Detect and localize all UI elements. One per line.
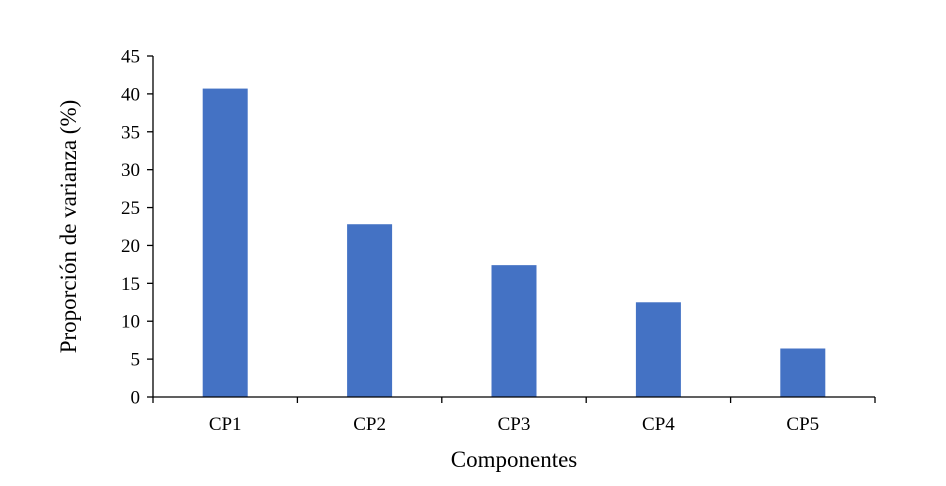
y-tick-label: 30 [121,160,140,181]
y-tick-label: 45 [121,47,140,68]
x-tick-label: CP3 [498,414,531,435]
y-tick-label: 0 [131,388,141,409]
y-tick-label: 10 [121,312,140,333]
bar-cp1 [202,88,248,397]
bar-cp3 [491,265,537,397]
x-axis-ticks: CP1 CP2 CP3 CP4 CP5 [152,397,876,435]
bar-cp4 [635,302,681,397]
y-tick-label: 40 [121,84,140,105]
y-axis-ticks: 0 5 10 15 20 25 30 35 40 45 [121,47,153,409]
y-axis-title: Proporción de varianza (%) [56,100,81,354]
y-tick-label: 35 [121,122,140,143]
y-tick-label: 25 [121,198,140,219]
y-tick-label: 20 [121,236,140,257]
bar-cp5 [780,348,826,397]
y-tick-label: 15 [121,274,140,295]
x-tick-label: CP5 [786,414,819,435]
y-tick-label: 5 [131,350,141,371]
bars [202,88,826,397]
x-tick-label: CP2 [353,414,386,435]
bar-cp2 [347,224,393,397]
x-tick-label: CP4 [642,414,675,435]
x-tick-label: CP1 [209,414,242,435]
x-axis-title: Componentes [451,447,578,472]
